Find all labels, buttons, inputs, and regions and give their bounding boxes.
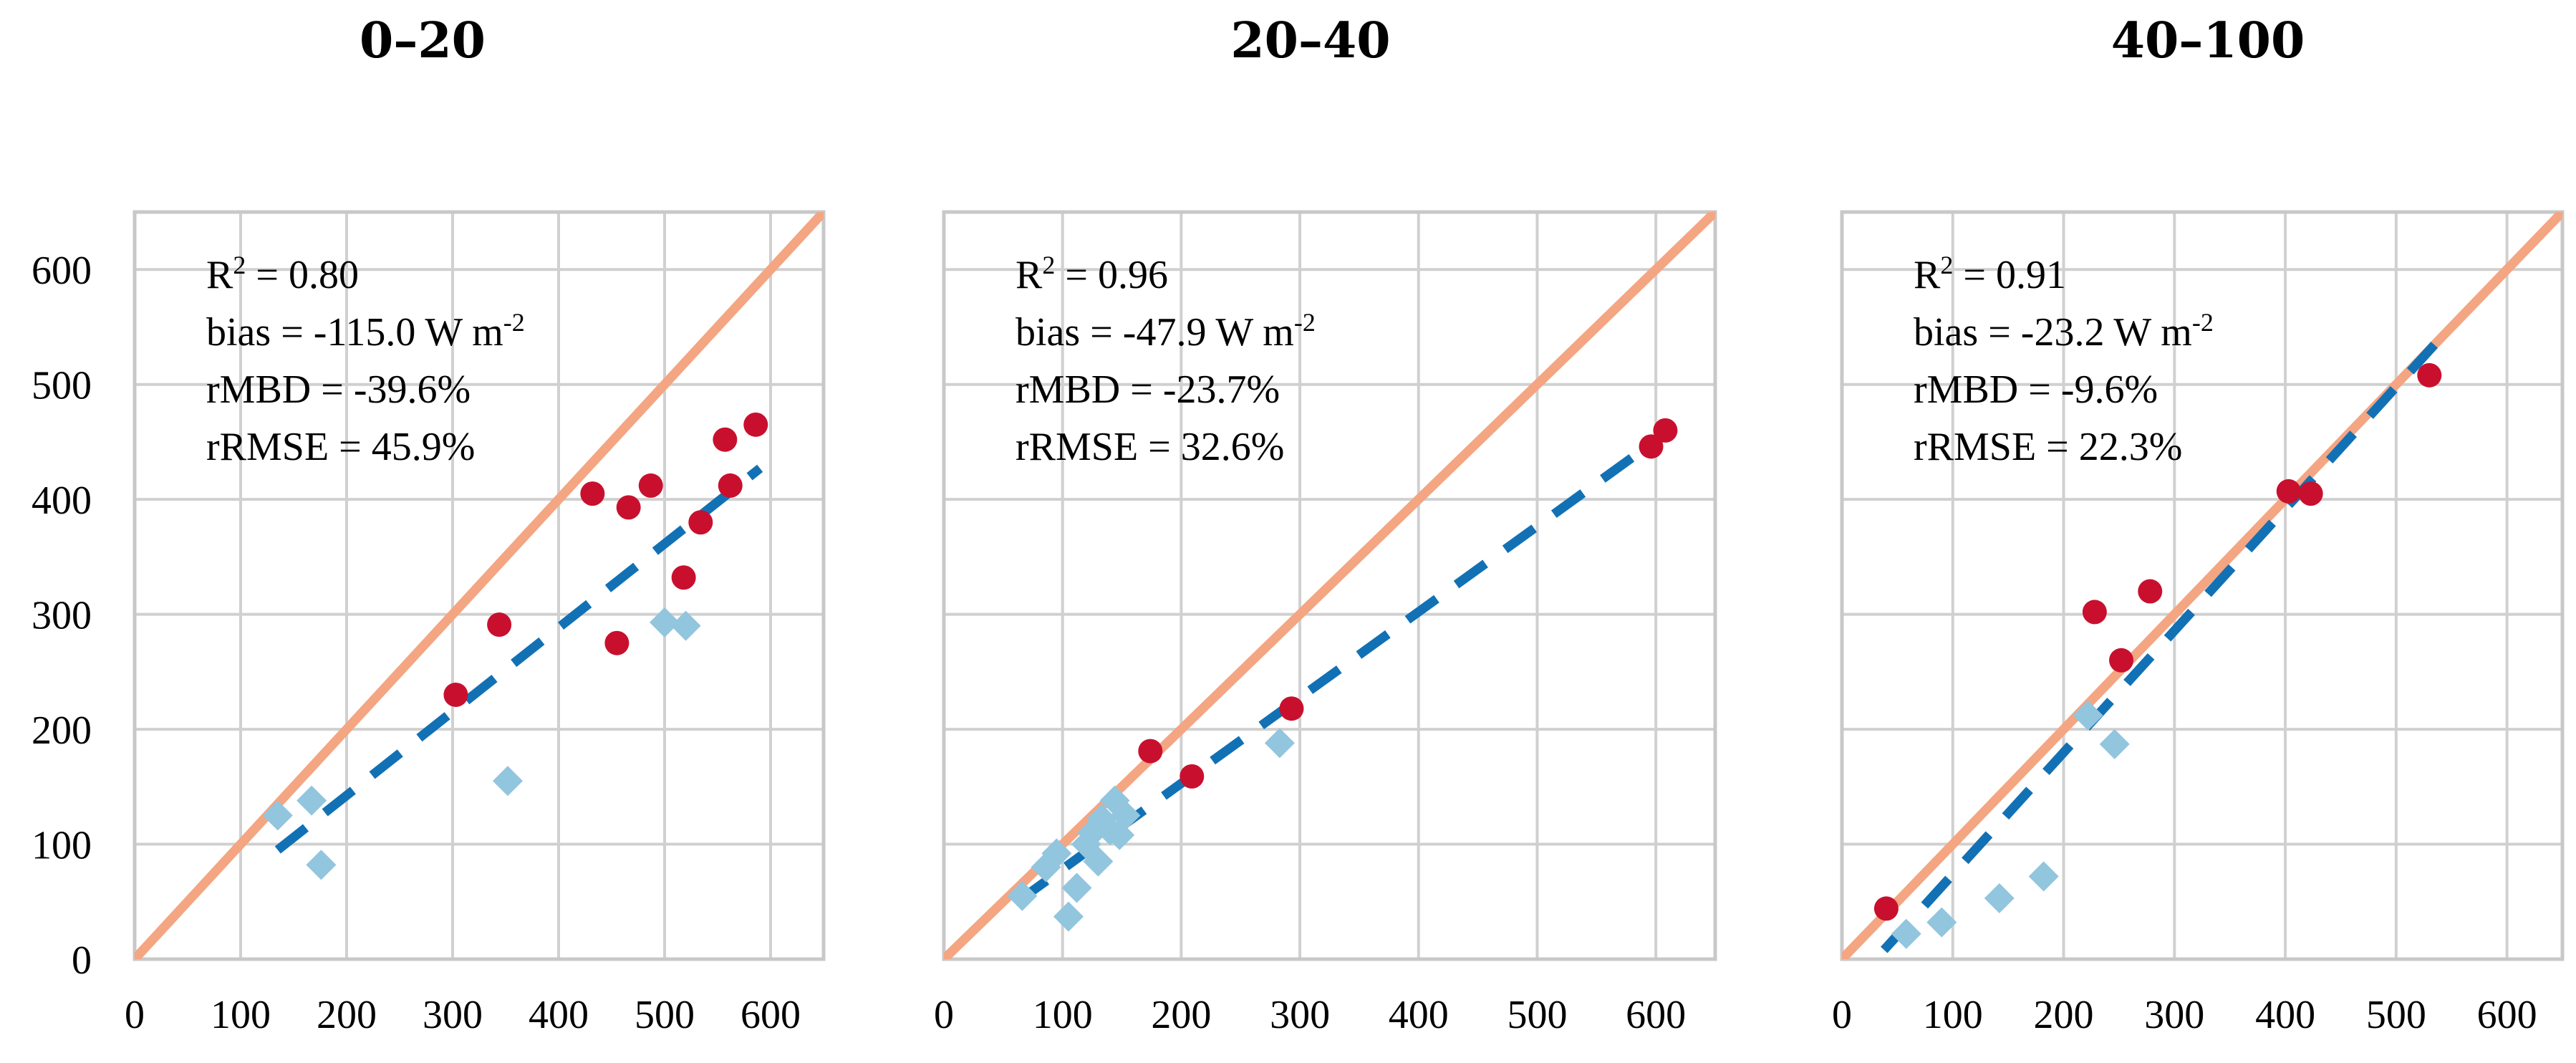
x-tick-label: 300 <box>1270 993 1330 1037</box>
y-tick-label: 500 <box>32 364 92 408</box>
x-tick-label: 500 <box>635 993 695 1037</box>
rmbd-text: rMBD = -23.7% <box>1016 367 1280 412</box>
x-tick-label: 500 <box>2366 993 2426 1037</box>
y-tick-label: 0 <box>72 938 92 983</box>
circle-point <box>743 412 768 437</box>
circle-point <box>443 682 468 707</box>
diamond-point <box>1061 872 1092 903</box>
diamond-point <box>1053 901 1084 932</box>
x-tick-label: 200 <box>2034 993 2094 1037</box>
x-tick-label: 0 <box>934 993 954 1037</box>
x-tick-label: 400 <box>2255 993 2315 1037</box>
x-tick-label: 0 <box>125 993 145 1037</box>
circle-point <box>1138 739 1163 764</box>
bias-text: bias = -47.9 W m-2 <box>1016 308 1316 355</box>
circle-point <box>616 495 641 520</box>
rmbd-text: rMBD = -9.6% <box>1914 367 2158 412</box>
panel-0-20: 0–20 0 100 200 300 400 500 600 0 100 200 300 400 500 6… <box>32 12 826 1037</box>
circle-point <box>487 612 512 638</box>
x-tick-label: 0 <box>1832 993 1852 1037</box>
r-squared-text: R2 = 0.96 <box>1016 251 1168 297</box>
x-tick-label: 400 <box>529 993 589 1037</box>
diamond-point <box>2073 700 2103 731</box>
circle-point <box>1639 434 1664 459</box>
diamond-point <box>1926 907 1957 938</box>
circle-point <box>580 481 605 506</box>
diamond-point <box>1007 880 1038 911</box>
circle-point <box>1653 418 1678 443</box>
r-squared-text: R2 = 0.91 <box>1914 251 2066 297</box>
diamond-point <box>2099 728 2130 759</box>
rrmse-text: rRMSE = 32.6% <box>1016 425 1284 469</box>
panel-40-100: 40–100 0 100 200 300 400 500 600 R2 = 0.91 bias =… <box>1832 12 2565 1037</box>
x-tick-label: 300 <box>2144 993 2204 1037</box>
x-tick-label: 100 <box>211 993 271 1037</box>
plot-area-frame <box>942 210 1717 961</box>
x-tick-label: 200 <box>1151 993 1211 1037</box>
diamond-point <box>1083 846 1114 877</box>
circle-point <box>2109 648 2134 673</box>
rmbd-text: rMBD = -39.6% <box>206 367 471 412</box>
rrmse-text: rRMSE = 22.3% <box>1914 425 2182 469</box>
circle-point <box>671 565 696 590</box>
circle-point <box>604 630 629 655</box>
x-tick-label: 100 <box>1033 993 1093 1037</box>
diamond-point <box>1264 728 1295 759</box>
circle-point <box>2298 481 2323 506</box>
diamond-point <box>670 610 701 641</box>
diamond-point <box>650 607 680 638</box>
x-tick-label: 300 <box>423 993 483 1037</box>
y-tick-label: 100 <box>32 824 92 868</box>
diamond-point <box>1984 882 2015 913</box>
circle-point <box>2138 579 2163 604</box>
plot-area-frame <box>1840 210 2565 961</box>
y-tick-label: 300 <box>32 594 92 638</box>
circle-point <box>713 427 738 452</box>
panel-title: 40–100 <box>2111 12 2305 69</box>
one-to-one-line <box>135 212 824 959</box>
y-tick-label: 400 <box>32 478 92 523</box>
x-tick-label: 600 <box>741 993 801 1037</box>
x-tick-label: 400 <box>1389 993 1449 1037</box>
panel-title: 20–40 <box>1230 12 1390 69</box>
diamond-point <box>1041 838 1072 869</box>
regression-fit-line <box>274 464 763 854</box>
x-tick-label: 600 <box>1626 993 1686 1037</box>
y-tick-label: 200 <box>32 708 92 753</box>
bias-text: bias = -115.0 W m-2 <box>206 308 525 355</box>
circle-point <box>2417 362 2442 388</box>
circle-point <box>1180 764 1205 789</box>
panel-20-40: 20–40 0 100 200 300 400 500 600 R2 = 0.96 bias = … <box>934 12 1717 1037</box>
one-to-one-line <box>944 212 1715 959</box>
diamond-point <box>1891 918 1921 949</box>
diamond-point <box>262 800 293 831</box>
circle-point <box>638 473 663 498</box>
circle-point <box>1873 896 1899 921</box>
x-tick-label: 100 <box>1923 993 1983 1037</box>
circle-point <box>688 510 713 535</box>
one-to-one-line <box>1842 212 2562 959</box>
x-tick-label: 600 <box>2477 993 2537 1037</box>
circle-point <box>2082 600 2107 625</box>
diamond-point <box>296 785 327 816</box>
circle-point <box>1279 696 1304 721</box>
diamond-point <box>2028 861 2059 892</box>
rrmse-text: rRMSE = 45.9% <box>206 425 475 469</box>
x-tick-label: 200 <box>317 993 377 1037</box>
panel-title: 0–20 <box>360 12 486 69</box>
circle-point <box>2276 478 2301 504</box>
regression-fit-line <box>1881 341 2438 953</box>
diamond-point <box>306 850 337 880</box>
bias-text: bias = -23.2 W m-2 <box>1914 308 2214 355</box>
x-tick-label: 500 <box>1507 993 1567 1037</box>
y-tick-label: 600 <box>32 249 92 293</box>
r-squared-text: R2 = 0.80 <box>206 251 359 297</box>
diamond-point <box>1110 800 1141 831</box>
diamond-point <box>492 766 523 797</box>
plot-area-frame <box>132 210 826 961</box>
circle-point <box>718 473 743 498</box>
